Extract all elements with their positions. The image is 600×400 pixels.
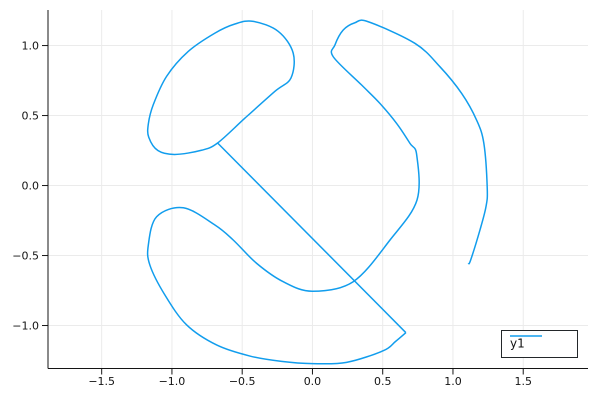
- x-tick-label: 1.0: [444, 375, 462, 388]
- x-tick-label: 1.5: [514, 375, 532, 388]
- y-tick-label: 0.0: [22, 179, 40, 192]
- y-tick-label: −0.5: [12, 249, 39, 262]
- series-y1-path: [146, 20, 295, 156]
- series-y1-path: [217, 142, 407, 334]
- x-tick-label: −1.0: [159, 375, 186, 388]
- x-tick-label: −1.5: [88, 375, 115, 388]
- y-tick-label: −1.0: [12, 319, 39, 332]
- x-tick-label: 0.5: [374, 375, 392, 388]
- series-y1-path: [146, 19, 489, 365]
- x-tick-label: −0.5: [229, 375, 256, 388]
- legend: y1: [501, 330, 578, 358]
- legend-label: y1: [510, 336, 525, 351]
- y-tick-label: 1.0: [22, 39, 40, 52]
- legend-line-sample: [510, 335, 542, 337]
- y-tick-label: 0.5: [22, 109, 40, 122]
- x-tick-label: 0.0: [304, 375, 322, 388]
